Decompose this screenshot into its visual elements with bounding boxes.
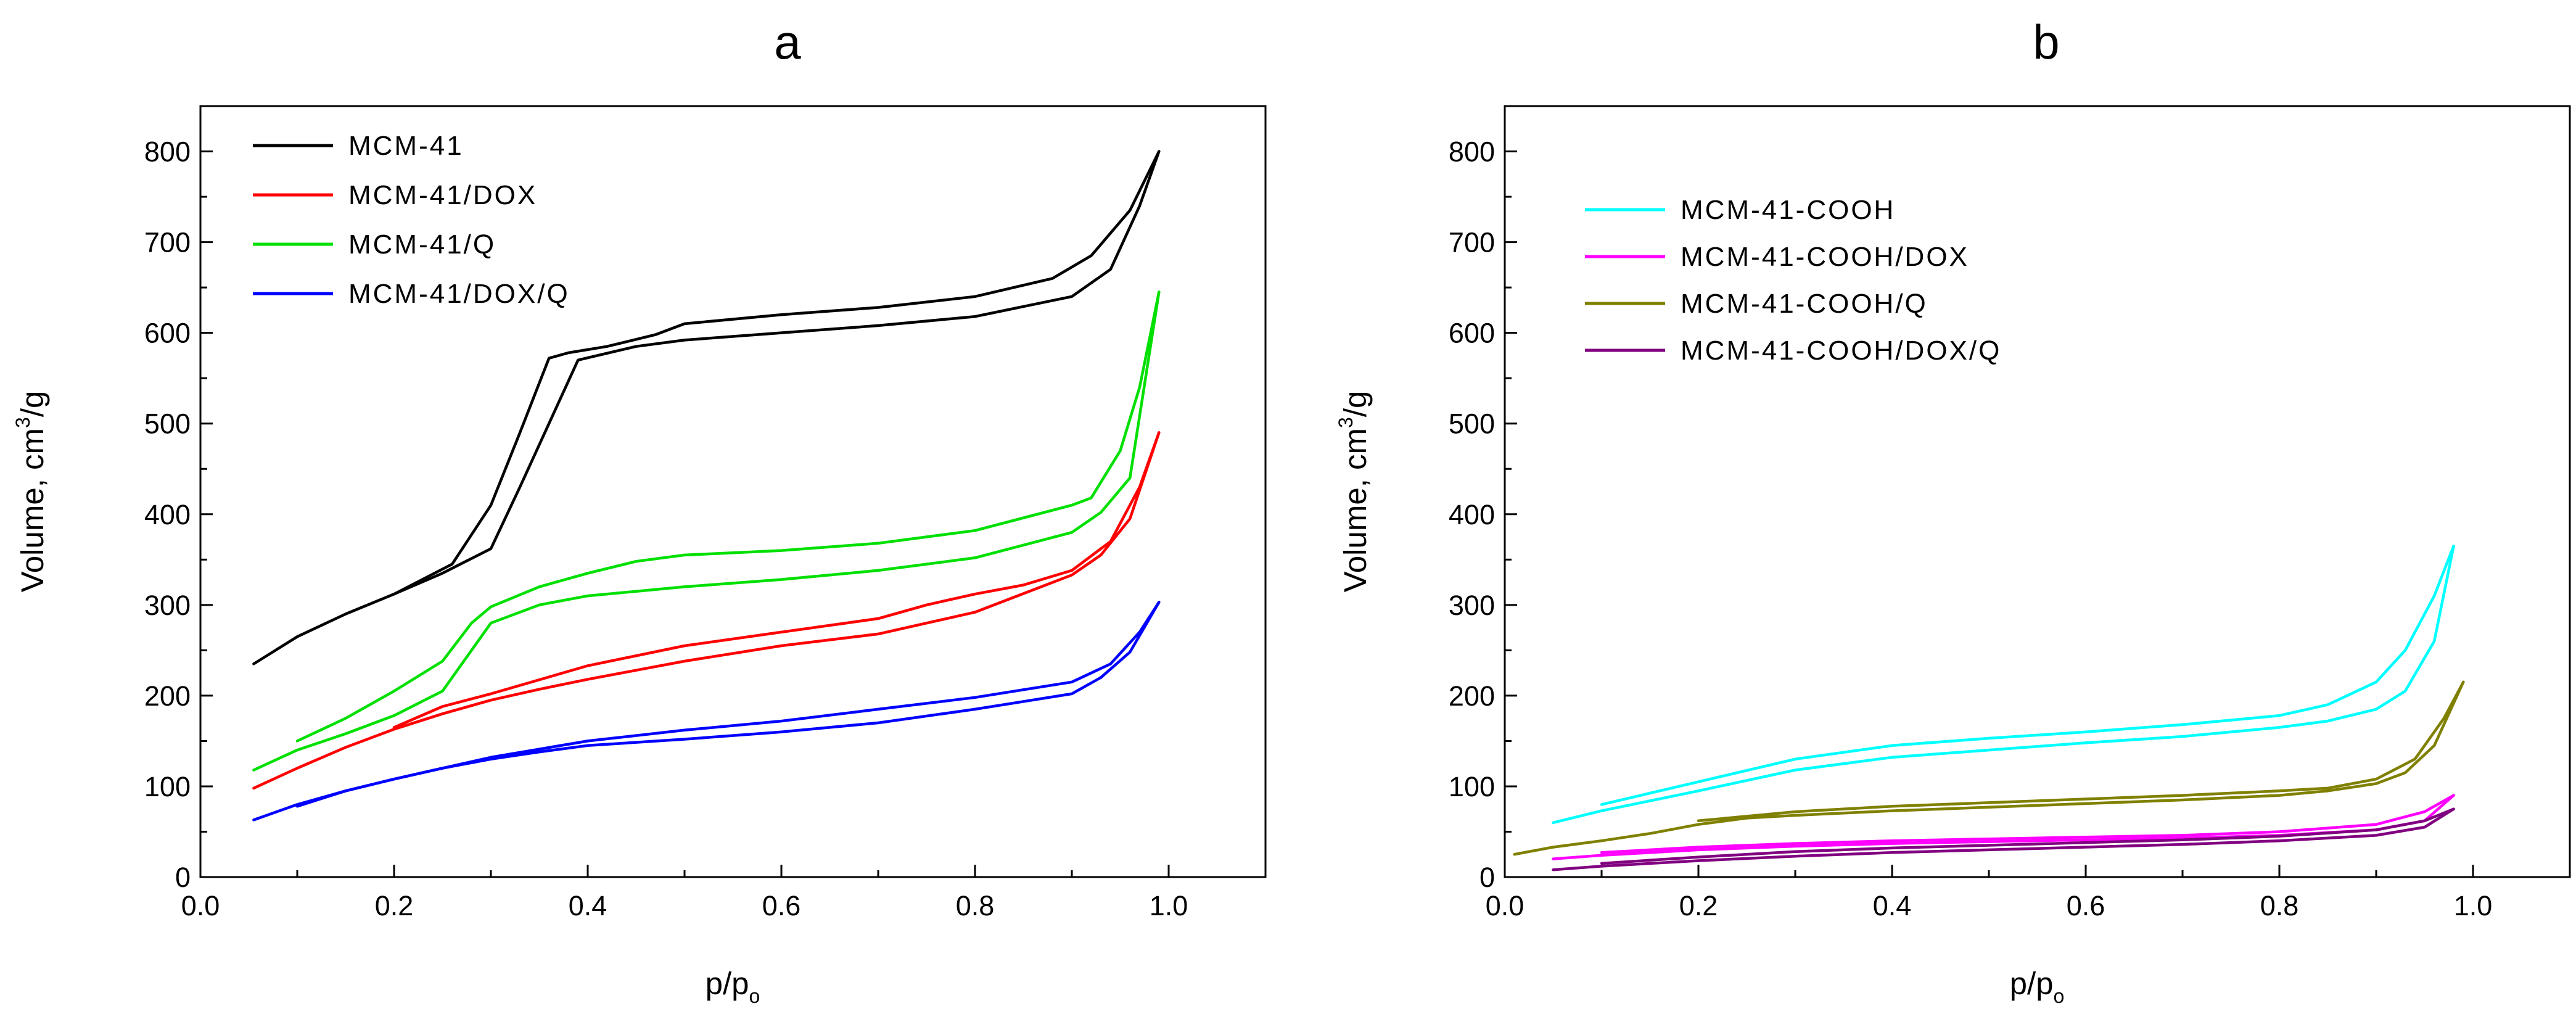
y-tick-label: 700 xyxy=(144,227,191,258)
series-4-desorption-line xyxy=(295,601,1161,808)
series-4-adsorption-line xyxy=(1552,807,2455,871)
x-tick-label: 1.0 xyxy=(1150,890,1188,921)
y-tick-label: 800 xyxy=(144,136,191,168)
x-tick-label: 0.4 xyxy=(569,890,607,921)
x-tick-label: 0.2 xyxy=(375,890,414,921)
panel-b-y-axis-label: Volume, cm3/g xyxy=(1335,391,1373,593)
panel-a-title: a xyxy=(774,15,801,69)
legend-label: MCM-41-COOH/Q xyxy=(1681,289,1928,319)
y-tick-label: 800 xyxy=(1449,136,1495,168)
panel-a-y-axis-label: Volume, cm3/g xyxy=(12,391,50,593)
series-1-adsorption-line xyxy=(1552,544,2455,825)
y-tick-label: 600 xyxy=(144,318,191,349)
y-tick-label: 100 xyxy=(144,771,191,802)
series-2-desorption-line xyxy=(1600,794,2455,854)
series-2-desorption-line xyxy=(392,431,1161,729)
panel-b-chart: b 0.0 0.2 0.4 0.6 0.8 1.0 0 100 200 300 400 500 600 7… xyxy=(1335,15,2571,1007)
x-tick-label: 0.6 xyxy=(2067,890,2105,921)
x-tick-label: 0.2 xyxy=(1679,890,1718,921)
x-tick-label: 0.8 xyxy=(956,890,995,921)
series-3-adsorption-line xyxy=(1513,680,2465,856)
y-tick-label: 700 xyxy=(1449,227,1495,258)
legend-label: MCM-41/DOX/Q xyxy=(348,279,570,309)
series-3-adsorption-line xyxy=(252,290,1161,772)
panel-b-series xyxy=(1513,544,2465,871)
panel-a-plot-frame xyxy=(199,105,1267,878)
x-tick-label: 0.6 xyxy=(762,890,801,921)
legend-label: MCM-41/Q xyxy=(348,229,496,260)
series-4-desorption-line xyxy=(1600,807,2455,865)
series-3-desorption-line xyxy=(1697,680,2465,823)
panel-b-ticks: 0.0 0.2 0.4 0.6 0.8 1.0 0 100 200 300 400 500 600 700… xyxy=(1449,105,2571,921)
y-tick-label: 500 xyxy=(144,408,191,440)
y-tick-label: 600 xyxy=(1449,318,1495,349)
panel-a-ticks: 0.0 0.2 0.4 0.6 0.8 1.0 0 100 200 300 400 500 600 700… xyxy=(144,105,1267,921)
x-tick-label: 0.0 xyxy=(181,890,220,921)
series-1-desorption-line xyxy=(1600,544,2455,806)
series-2-adsorption-line xyxy=(252,431,1161,790)
x-tick-label: 1.0 xyxy=(2454,890,2493,921)
y-tick-label: 200 xyxy=(144,680,191,712)
series-1-desorption-line xyxy=(392,150,1161,596)
y-tick-label: 300 xyxy=(1449,590,1495,621)
series-1-adsorption-line xyxy=(252,150,1161,665)
legend-label: MCM-41 xyxy=(348,131,464,161)
legend-label: MCM-41-COOH/DOX/Q xyxy=(1681,336,2001,366)
panel-b-plot-frame xyxy=(1504,105,2571,878)
x-tick-label: 0.0 xyxy=(1486,890,1525,921)
series-4-adsorption-line xyxy=(252,601,1161,822)
y-tick-label: 400 xyxy=(144,499,191,530)
y-tick-label: 300 xyxy=(144,590,191,621)
legend-label: MCM-41/DOX xyxy=(348,180,537,210)
panel-a-chart: a 0.0 0.2 0.4 0.6 0.8 1.0 0 100 200 300 400 500 600 7… xyxy=(12,15,1267,1007)
y-tick-label: 400 xyxy=(1449,499,1495,530)
panel-a-x-axis-label: p/po xyxy=(706,966,760,1007)
panel-b-title: b xyxy=(2033,15,2059,69)
y-tick-label: 0 xyxy=(1479,862,1495,893)
legend-label: MCM-41-COOH xyxy=(1681,195,1895,225)
panel-a-legend: MCM-41 MCM-41/DOX MCM-41/Q MCM-41/DOX/Q xyxy=(253,131,570,309)
y-tick-label: 0 xyxy=(175,862,191,893)
x-tick-label: 0.4 xyxy=(1873,890,1912,921)
panel-b-legend: MCM-41-COOH MCM-41-COOH/DOX MCM-41-COOH/Q M… xyxy=(1585,195,2001,366)
panel-a-series xyxy=(252,150,1161,822)
panel-b-x-axis-label: p/po xyxy=(2010,966,2065,1007)
legend-label: MCM-41-COOH/DOX xyxy=(1681,242,1969,272)
x-tick-label: 0.8 xyxy=(2260,890,2299,921)
y-tick-label: 500 xyxy=(1449,408,1495,440)
y-tick-label: 200 xyxy=(1449,680,1495,712)
y-tick-label: 100 xyxy=(1449,771,1495,802)
series-3-desorption-line xyxy=(295,290,1161,743)
